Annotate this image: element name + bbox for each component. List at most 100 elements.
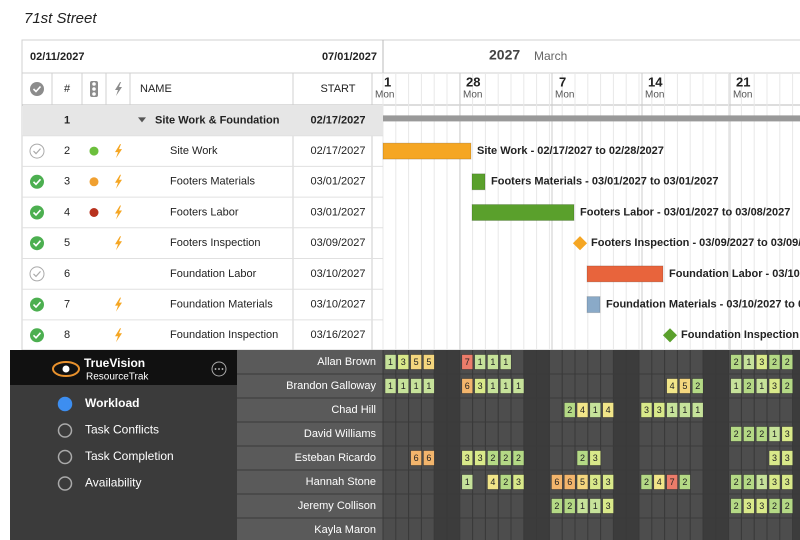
done-check[interactable]	[30, 297, 44, 312]
load-value: 1	[503, 381, 508, 391]
load-cell	[768, 354, 781, 370]
load-cell	[397, 354, 410, 370]
more-button[interactable]	[211, 361, 227, 377]
load-cell	[563, 498, 576, 514]
load-cell	[576, 402, 589, 418]
weekend-stripe	[626, 350, 639, 540]
menu-item[interactable]: Task Conflicts	[85, 423, 159, 437]
load-value: 3	[759, 357, 764, 367]
load-value: 2	[746, 477, 751, 487]
load-value: 1	[478, 357, 483, 367]
load-cell	[730, 426, 742, 442]
load-cell	[474, 378, 486, 394]
weekday: Mon	[463, 90, 482, 101]
task-name: Footers Labor	[170, 206, 239, 218]
load-value: 1	[695, 405, 700, 415]
col-name: NAME	[140, 83, 172, 95]
load-cell	[589, 474, 602, 490]
done-check[interactable]	[30, 174, 44, 189]
task-name: Site Work & Foundation	[155, 114, 280, 126]
load-value: 2	[644, 477, 649, 487]
week-day: 1	[384, 74, 391, 89]
gantt-bar	[471, 204, 575, 221]
done-check	[32, 240, 42, 247]
load-cell	[691, 402, 704, 418]
done-check[interactable]	[30, 236, 44, 251]
load-value: 3	[657, 405, 662, 415]
load-value: 1	[682, 405, 687, 415]
menu-radio[interactable]	[57, 423, 73, 438]
done-check[interactable]	[30, 328, 44, 343]
person-name: David Williams	[304, 428, 377, 440]
load-value: 3	[644, 405, 649, 415]
menu-item[interactable]: Workload	[85, 396, 139, 410]
load-cell	[653, 402, 666, 418]
task-name: Foundation Inspection	[170, 329, 278, 341]
todo-check[interactable]	[29, 143, 45, 159]
done-check	[32, 209, 42, 217]
load-value: 6	[465, 381, 470, 391]
week-day: 14	[648, 74, 663, 89]
gantt-bar	[586, 265, 664, 283]
load-value: 1	[388, 381, 393, 391]
load-value: 3	[772, 477, 777, 487]
weekend-stripe	[703, 350, 716, 540]
bar-label: Site Work - 02/17/2027 to 02/28/2027	[477, 145, 664, 157]
menu-radio[interactable]	[57, 476, 73, 491]
load-value: 4	[606, 405, 611, 415]
menu-radio[interactable]	[57, 449, 73, 465]
load-cell	[512, 378, 525, 394]
weekend-stripe	[434, 350, 447, 540]
load-value: 3	[606, 501, 611, 511]
week-day: 28	[466, 74, 480, 89]
done-check	[32, 332, 42, 339]
load-value: 4	[657, 477, 662, 487]
load-value: 2	[746, 381, 751, 391]
load-cell	[781, 498, 794, 514]
week-day: 21	[736, 74, 750, 89]
load-value: 6	[567, 477, 572, 487]
load-cell	[474, 450, 486, 466]
load-cell	[461, 354, 474, 370]
load-value: 2	[554, 501, 559, 511]
menu-item[interactable]: Availability	[85, 476, 141, 490]
load-cell	[781, 354, 794, 370]
status-dot	[89, 146, 99, 156]
menu-item[interactable]: Task Completion	[85, 449, 174, 463]
task-start: 02/17/2027	[310, 145, 365, 157]
month: March	[534, 49, 567, 63]
load-cell	[730, 378, 742, 394]
load-cell	[768, 498, 781, 514]
load-cell	[397, 378, 410, 394]
load-value: 2	[772, 501, 777, 511]
status-dot	[89, 208, 99, 217]
load-value: 1	[401, 381, 406, 391]
bolt-icon	[115, 297, 122, 312]
load-cell	[755, 354, 768, 370]
load-value: 1	[746, 357, 751, 367]
collapse-toggle[interactable]	[138, 117, 146, 123]
todo-check[interactable]	[29, 266, 45, 282]
load-value: 1	[759, 381, 764, 391]
bar-label: Foundation Materials - 03/10/2027 to 03/…	[606, 299, 800, 311]
load-cell	[666, 474, 678, 490]
load-cell	[730, 474, 742, 490]
check-header-icon	[30, 82, 44, 96]
person-name: Allan Brown	[317, 356, 376, 368]
bolt-icon	[115, 144, 122, 159]
task-start: 02/17/2027	[310, 114, 365, 126]
check-header-icon	[32, 85, 42, 93]
load-value: 3	[772, 381, 777, 391]
menu-radio[interactable]	[57, 396, 73, 412]
task-name: Footers Materials	[170, 176, 255, 188]
load-cell	[640, 402, 653, 418]
person-name: Esteban Ricardo	[295, 452, 376, 464]
load-cell	[563, 474, 576, 490]
bolt-icon	[115, 236, 122, 251]
load-cell	[576, 450, 589, 466]
task-id: 2	[64, 145, 70, 157]
status-header-icon	[92, 92, 96, 96]
done-check[interactable]	[30, 205, 44, 220]
more-button	[218, 368, 220, 370]
load-cell	[499, 450, 512, 466]
